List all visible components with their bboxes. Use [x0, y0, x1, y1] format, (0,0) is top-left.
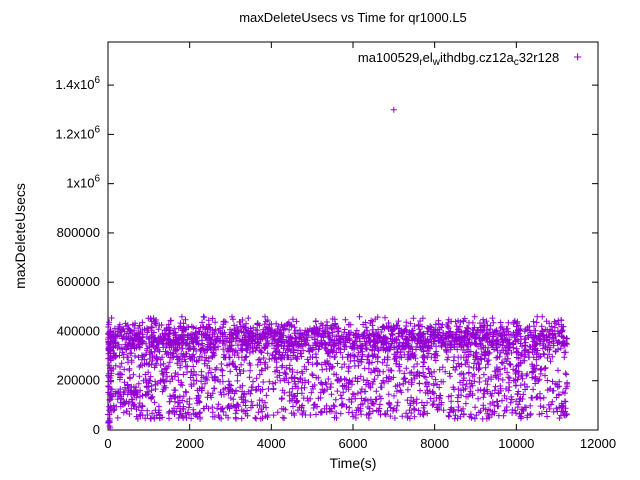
svg-text:1.4x106: 1.4x106: [55, 75, 100, 92]
svg-text:6000: 6000: [339, 436, 368, 451]
legend-label: ma100529relwithdbg.cz12ac32r128: [357, 50, 560, 68]
scatter-points: [105, 106, 571, 431]
legend-label-segment: ma100529: [357, 50, 420, 65]
legend-label-segment: w: [432, 57, 441, 68]
legend-label-segment: 32r128: [518, 50, 560, 65]
legend-label-segment: el: [422, 50, 433, 65]
svg-text:8000: 8000: [420, 436, 449, 451]
svg-text:200000: 200000: [57, 373, 100, 388]
svg-text:400000: 400000: [57, 323, 100, 338]
legend-label-segment: c: [513, 57, 519, 68]
svg-text:1.2x106: 1.2x106: [55, 124, 100, 141]
legend: ma100529relwithdbg.cz12ac32r128 +: [357, 49, 582, 68]
svg-text:12000: 12000: [580, 436, 616, 451]
svg-text:10000: 10000: [498, 436, 534, 451]
x-axis-label: Time(s): [329, 455, 377, 471]
svg-text:800000: 800000: [57, 225, 100, 240]
plot-border: [107, 41, 599, 431]
legend-label-segment: r: [419, 57, 423, 68]
svg-text:600000: 600000: [57, 274, 100, 289]
x-ticks: [107, 42, 599, 430]
legend-label-segment: ithdbg.cz12a: [440, 50, 514, 65]
svg-text:0: 0: [104, 436, 111, 451]
svg-text:0: 0: [93, 422, 100, 437]
svg-text:4000: 4000: [257, 436, 286, 451]
y-tick-labels: 0 200000 400000 600000 800000 1x106 1.2x106 1.4…: [55, 75, 100, 437]
chart-title: maxDeleteUsecs vs Time for qr1000.L5: [239, 10, 467, 25]
svg-text:1x106: 1x106: [66, 174, 100, 191]
svg-text:2000: 2000: [175, 436, 204, 451]
x-tick-labels: 0 2000 4000 6000 8000 10000 12000: [104, 436, 616, 451]
legend-plus-marker: +: [573, 49, 582, 66]
y-axis-label: maxDeleteUsecs: [12, 183, 28, 289]
